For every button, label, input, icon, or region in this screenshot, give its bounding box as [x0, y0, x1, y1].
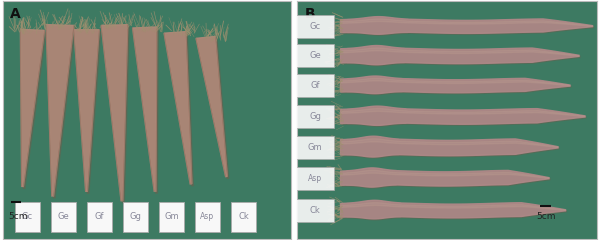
Text: Ge: Ge: [58, 212, 70, 221]
Polygon shape: [197, 38, 229, 179]
Text: A: A: [10, 7, 21, 21]
Polygon shape: [341, 136, 558, 157]
Text: Gc: Gc: [22, 212, 33, 221]
FancyBboxPatch shape: [296, 44, 334, 67]
Polygon shape: [196, 36, 227, 177]
Polygon shape: [22, 31, 46, 188]
Polygon shape: [341, 76, 570, 94]
FancyBboxPatch shape: [296, 14, 334, 38]
Polygon shape: [166, 34, 193, 186]
Text: Ge: Ge: [310, 51, 321, 60]
FancyBboxPatch shape: [194, 202, 220, 232]
FancyBboxPatch shape: [296, 105, 334, 128]
Text: Ck: Ck: [310, 206, 320, 215]
Text: Gm: Gm: [308, 143, 323, 152]
FancyBboxPatch shape: [296, 199, 334, 222]
Polygon shape: [47, 26, 75, 198]
Text: Ck: Ck: [238, 212, 249, 221]
FancyBboxPatch shape: [296, 136, 334, 159]
Polygon shape: [74, 30, 99, 191]
FancyBboxPatch shape: [230, 202, 256, 232]
Text: Gg: Gg: [310, 112, 321, 121]
Text: Asp: Asp: [200, 212, 215, 221]
Text: Gg: Gg: [130, 212, 142, 221]
Text: Gf: Gf: [311, 81, 320, 90]
FancyBboxPatch shape: [296, 74, 334, 97]
FancyBboxPatch shape: [122, 202, 148, 232]
Text: Gc: Gc: [310, 22, 321, 31]
Polygon shape: [341, 47, 580, 66]
Polygon shape: [341, 106, 585, 125]
Text: Asp: Asp: [308, 174, 322, 183]
Polygon shape: [341, 169, 550, 188]
Polygon shape: [46, 25, 74, 196]
Polygon shape: [341, 168, 549, 187]
Polygon shape: [341, 17, 593, 34]
Text: Gm: Gm: [164, 212, 179, 221]
FancyBboxPatch shape: [86, 202, 112, 232]
FancyBboxPatch shape: [158, 202, 184, 232]
Polygon shape: [75, 32, 101, 193]
Polygon shape: [341, 137, 559, 158]
Polygon shape: [341, 77, 571, 95]
Polygon shape: [134, 29, 158, 193]
Text: 5cm: 5cm: [9, 212, 28, 221]
Text: 5cm: 5cm: [536, 212, 556, 221]
FancyBboxPatch shape: [296, 167, 334, 190]
Polygon shape: [341, 201, 566, 220]
Polygon shape: [341, 18, 593, 35]
Polygon shape: [341, 46, 579, 65]
FancyBboxPatch shape: [14, 202, 40, 232]
Polygon shape: [103, 27, 129, 203]
FancyBboxPatch shape: [50, 202, 76, 232]
Text: Gf: Gf: [95, 212, 104, 221]
Text: B: B: [305, 7, 315, 21]
Polygon shape: [101, 25, 128, 201]
Polygon shape: [341, 107, 586, 126]
Polygon shape: [133, 27, 157, 191]
Polygon shape: [341, 200, 566, 219]
Polygon shape: [20, 29, 44, 186]
Polygon shape: [164, 32, 192, 184]
